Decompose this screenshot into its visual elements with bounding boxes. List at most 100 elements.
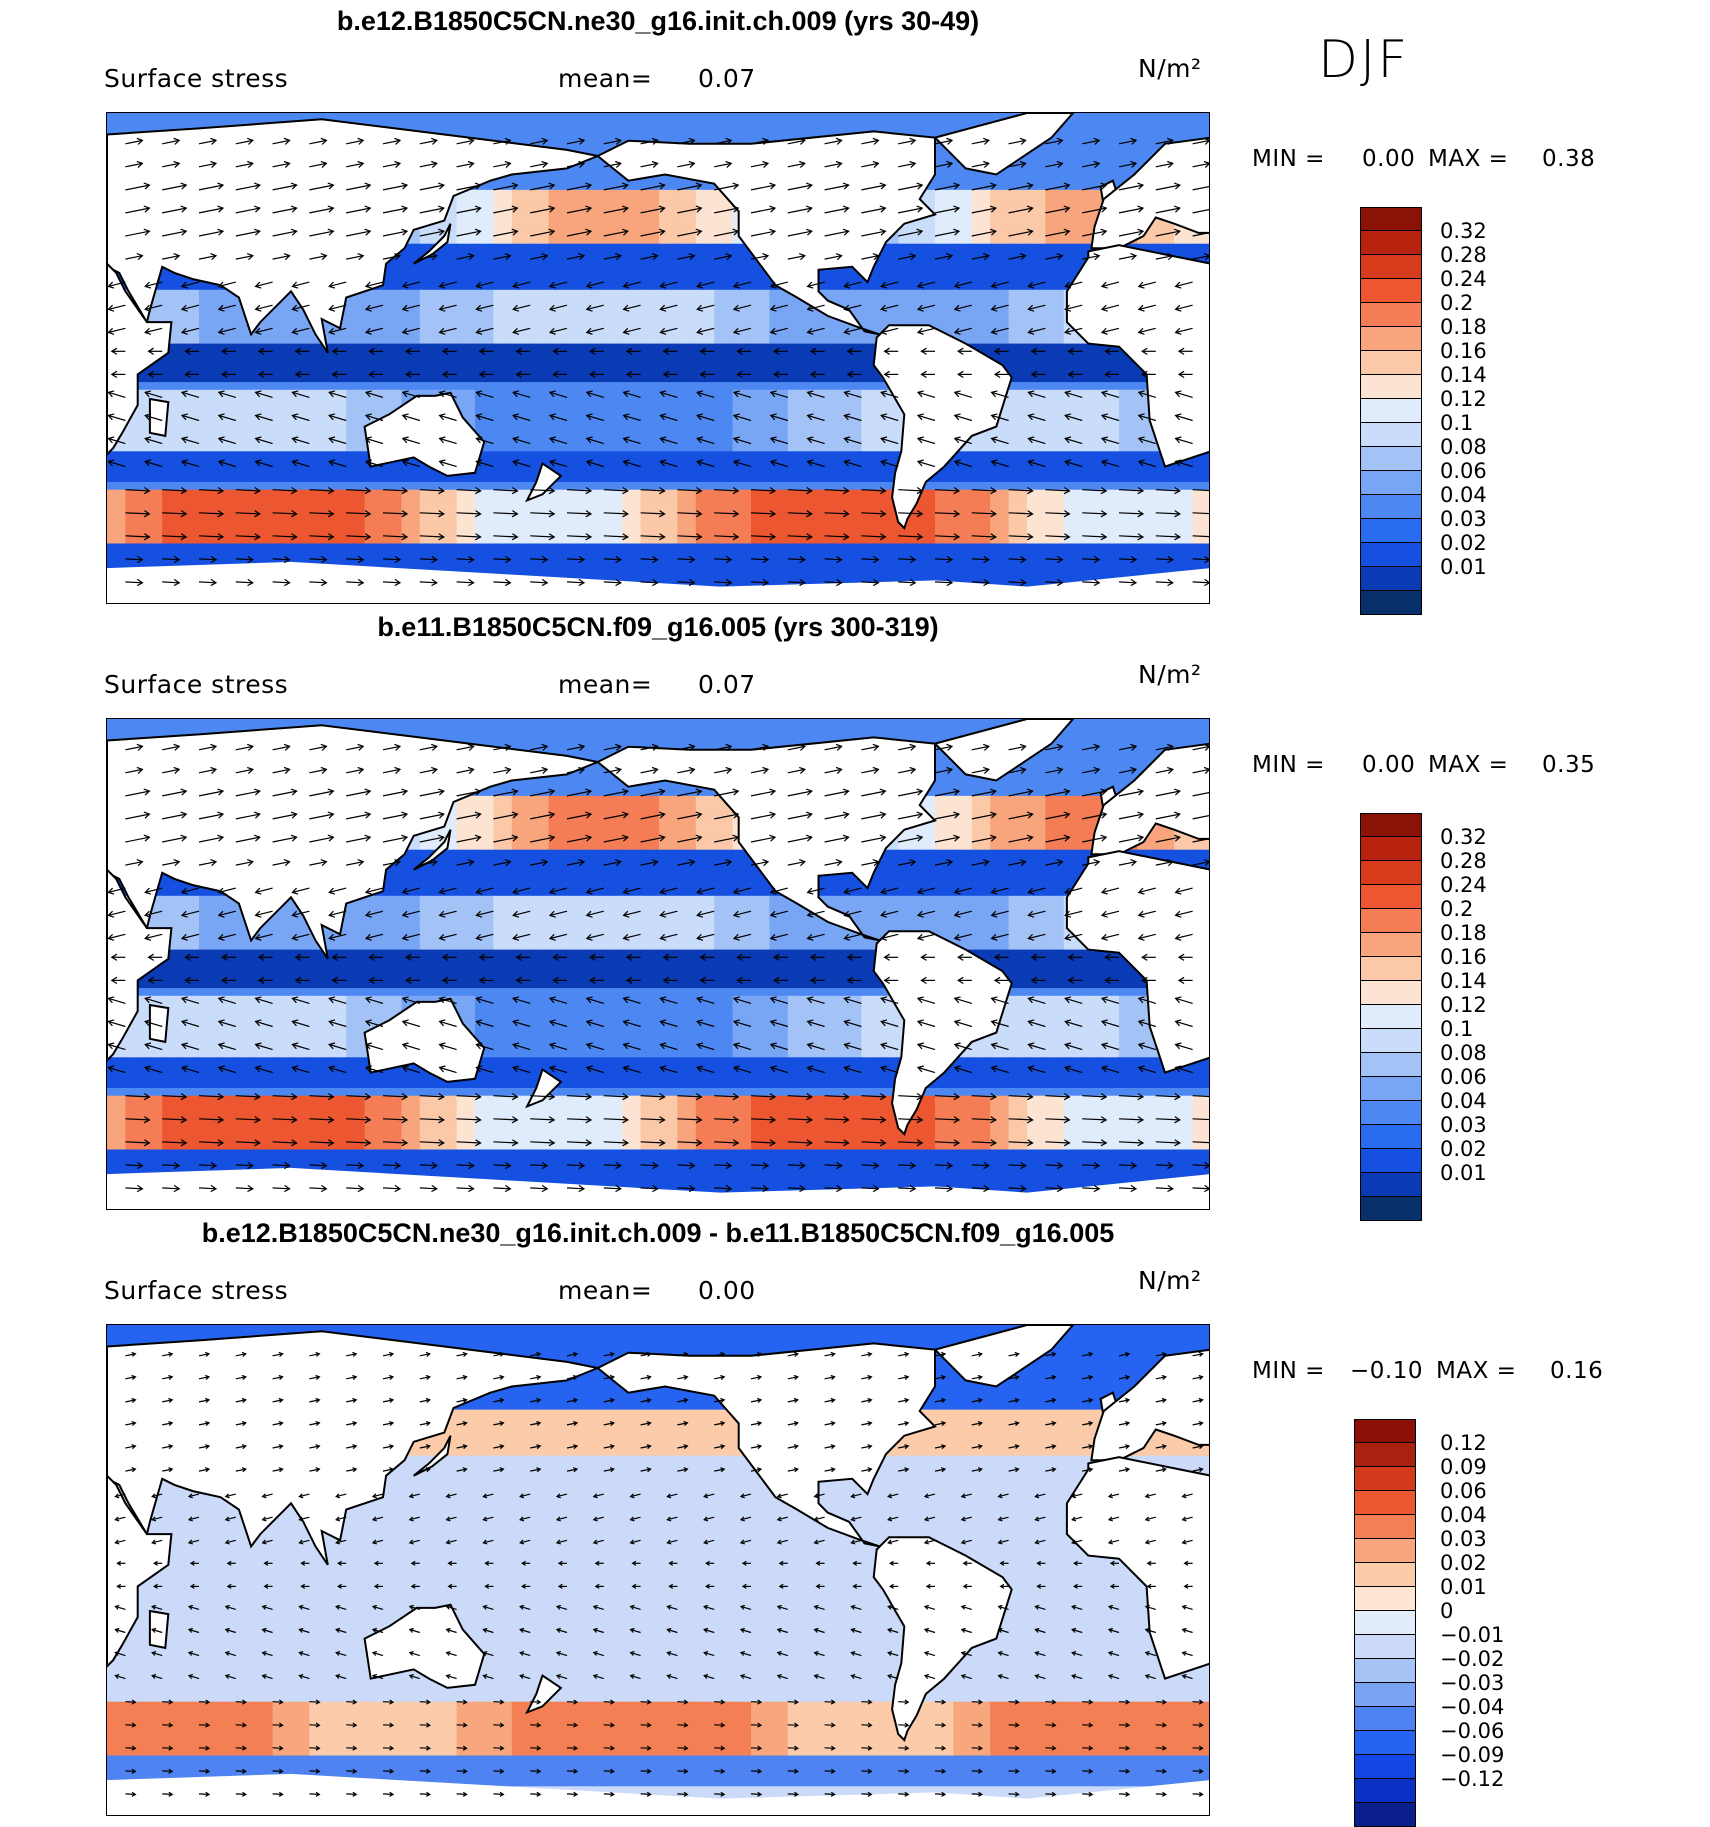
field-cell (788, 351, 807, 359)
field-cell (438, 382, 457, 390)
field-cell (622, 444, 641, 452)
field-cell (788, 397, 807, 405)
field-cell (641, 567, 660, 575)
field-cell (107, 474, 126, 482)
field-cell (696, 451, 715, 459)
field-cell (861, 390, 880, 398)
field-cell (438, 113, 457, 121)
field-cell (217, 405, 236, 413)
field-cell (806, 467, 825, 475)
field-cell (457, 551, 476, 559)
field-cell (438, 259, 457, 267)
field-cell (346, 367, 365, 375)
field-cell (825, 482, 844, 490)
field-cell (1009, 397, 1028, 405)
field-cell (1045, 397, 1064, 405)
field-cell (733, 544, 752, 552)
field-cell (585, 313, 604, 321)
field-cell (475, 544, 494, 552)
field-cell (1045, 382, 1064, 390)
field-cell (585, 567, 604, 575)
field-cell (549, 559, 568, 567)
field-cell (769, 544, 788, 552)
field-cell (659, 567, 678, 575)
field-cell (530, 328, 549, 336)
field-cell (825, 121, 844, 129)
field-cell (125, 474, 144, 482)
field-cell (401, 251, 420, 259)
field-cell (1174, 244, 1193, 252)
field-cell (972, 467, 991, 475)
field-cell (880, 520, 899, 528)
field-cell (880, 421, 899, 429)
field-cell (199, 351, 218, 359)
field-cell (935, 190, 954, 198)
field-cell (1009, 359, 1028, 367)
field-cell (769, 374, 788, 382)
field-cell (493, 321, 512, 329)
field-cell (291, 428, 310, 436)
field-cell (1027, 190, 1046, 198)
field-cell (788, 574, 807, 582)
field-cell (273, 321, 292, 329)
field-cell (567, 213, 586, 221)
field-cell (493, 482, 512, 490)
field-cell (990, 551, 1009, 559)
field-cell (714, 482, 733, 490)
field-cell (1082, 175, 1101, 183)
field-cell (365, 559, 384, 567)
field-cell (181, 298, 200, 306)
field-cell (1082, 128, 1101, 136)
field-cell (641, 298, 660, 306)
field-cell (1137, 551, 1156, 559)
wind-vector (1119, 559, 1136, 560)
field-cell (273, 359, 292, 367)
field-cell (457, 528, 476, 536)
field-cell (1027, 259, 1046, 267)
field-cell (273, 528, 292, 536)
field-cell (1193, 459, 1210, 467)
field-cell (1156, 244, 1175, 252)
field-cell (972, 482, 991, 490)
field-cell (604, 267, 623, 275)
field-cell (273, 474, 292, 482)
field-cell (953, 290, 972, 298)
field-cell (420, 359, 439, 367)
field-cell (751, 574, 770, 582)
field-cell (880, 544, 899, 552)
field-cell (953, 567, 972, 575)
field-cell (273, 374, 292, 382)
field-cell (365, 321, 384, 329)
field-cell (457, 298, 476, 306)
field-cell (383, 313, 402, 321)
field-cell (383, 474, 402, 482)
field-cell (622, 198, 641, 206)
field-cell (236, 505, 255, 513)
field-cell (641, 551, 660, 559)
field-cell (1156, 113, 1175, 121)
field-cell (1064, 190, 1083, 198)
field-cell (1156, 482, 1175, 490)
field-cell (1193, 528, 1210, 536)
field-cell (1119, 428, 1138, 436)
field-cell (659, 298, 678, 306)
field-cell (1064, 374, 1083, 382)
field-cell (567, 298, 586, 306)
field-cell (309, 467, 328, 475)
field-cell (1174, 128, 1193, 136)
field-cell (1119, 121, 1138, 129)
field-cell (585, 182, 604, 190)
field-cell (714, 236, 733, 244)
field-cell (365, 474, 384, 482)
field-cell (769, 113, 788, 121)
field-cell (659, 274, 678, 282)
field-cell (1119, 544, 1138, 552)
field-cell (935, 551, 954, 559)
field-cell (880, 405, 899, 413)
field-cell (917, 290, 936, 298)
field-cell (806, 113, 825, 121)
field-cell (383, 505, 402, 513)
field-cell (677, 467, 696, 475)
field-cell (162, 359, 181, 367)
field-cell (861, 374, 880, 382)
